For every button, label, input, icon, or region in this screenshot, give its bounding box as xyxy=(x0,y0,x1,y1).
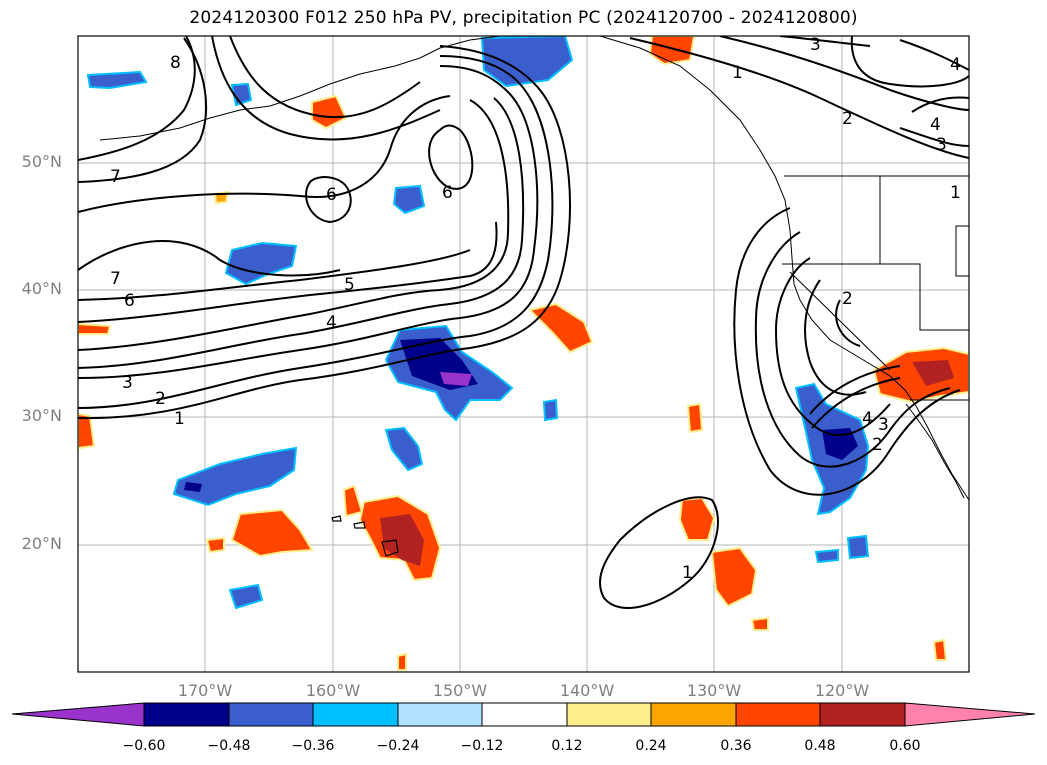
contour-label: 2 xyxy=(842,289,853,309)
colorbar-tick-label: −0.24 xyxy=(376,738,420,754)
contour-label: 6 xyxy=(442,183,453,203)
contour-label: 3 xyxy=(810,35,821,55)
precip-positive-areas xyxy=(78,36,969,671)
lon-label-160w: 160°W xyxy=(305,681,361,700)
contour-label: 2 xyxy=(872,435,883,455)
contour-label: 3 xyxy=(122,373,133,393)
contour-label: 5 xyxy=(344,275,355,295)
contour-label: 4 xyxy=(930,115,941,135)
colorbar-bin xyxy=(143,702,230,727)
colorbar-tick-label: 0.24 xyxy=(635,738,667,754)
colorbar-bin xyxy=(650,702,737,727)
lon-label-120w: 120°W xyxy=(814,681,870,700)
lat-label-20n: 20°N xyxy=(21,534,62,553)
contour-label: 7 xyxy=(110,269,121,289)
lon-label-150w: 150°W xyxy=(432,681,488,700)
colorbar-bin xyxy=(228,702,314,727)
map-frame xyxy=(77,35,970,673)
hawaii-islands xyxy=(331,515,399,557)
lon-label-130w: 130°W xyxy=(686,681,742,700)
lat-label-30n: 30°N xyxy=(21,406,62,425)
gridlines xyxy=(78,36,969,672)
colorbar-bin xyxy=(312,702,399,727)
colorbar-tick-label: 0.60 xyxy=(889,738,921,754)
map-plot: 1 2 3 4 5 6 7 7 8 6 6 1 3 4 2 4 3 1 2 4 … xyxy=(77,35,970,673)
lat-label-40n: 40°N xyxy=(21,279,62,298)
colorbar-bin xyxy=(481,702,568,727)
contour-label: 6 xyxy=(124,291,135,311)
contour-label: 3 xyxy=(878,415,889,435)
precip-negative-areas xyxy=(86,36,870,610)
contour-label: 6 xyxy=(326,185,337,205)
contour-label: 4 xyxy=(862,409,873,429)
map-title: 2024120300 F012 250 hPa PV, precipitatio… xyxy=(189,8,858,28)
contour-label: 4 xyxy=(950,55,961,75)
colorbar-bin xyxy=(566,702,652,727)
contour-label: 2 xyxy=(155,389,166,409)
lon-label-170w: 170°W xyxy=(177,681,233,700)
contour-label: 1 xyxy=(174,409,185,429)
contour-label: 1 xyxy=(950,183,961,203)
colorbar-bin xyxy=(819,702,906,727)
contour-label: 2 xyxy=(842,109,853,129)
contour-labels: 1 2 3 4 5 6 7 7 8 6 6 1 3 4 2 4 3 1 2 4 … xyxy=(110,35,961,583)
colorbar-bin xyxy=(735,702,821,727)
colorbar-bin xyxy=(397,702,483,727)
pv-contours xyxy=(78,36,969,609)
colorbar-tick-label: −0.60 xyxy=(122,738,166,754)
contour-label: 1 xyxy=(682,563,693,583)
contour-label: 3 xyxy=(936,135,947,155)
contour-label: 8 xyxy=(170,53,181,73)
colorbar-over-arrow xyxy=(904,702,1036,727)
contour-label: 1 xyxy=(732,63,743,83)
colorbar-tick-label: −0.36 xyxy=(291,738,335,754)
lat-label-50n: 50°N xyxy=(21,152,62,171)
colorbar-tick-label: 0.48 xyxy=(804,738,836,754)
contour-label: 7 xyxy=(110,167,121,187)
contour-label: 4 xyxy=(326,313,337,333)
colorbar-tick-label: 0.12 xyxy=(551,738,583,754)
colorbar-under-arrow xyxy=(11,702,145,727)
colorbar-tick-label: −0.12 xyxy=(460,738,504,754)
lon-label-140w: 140°W xyxy=(559,681,615,700)
colorbar-tick-label: 0.36 xyxy=(720,738,752,754)
colorbar-tick-label: −0.48 xyxy=(207,738,251,754)
